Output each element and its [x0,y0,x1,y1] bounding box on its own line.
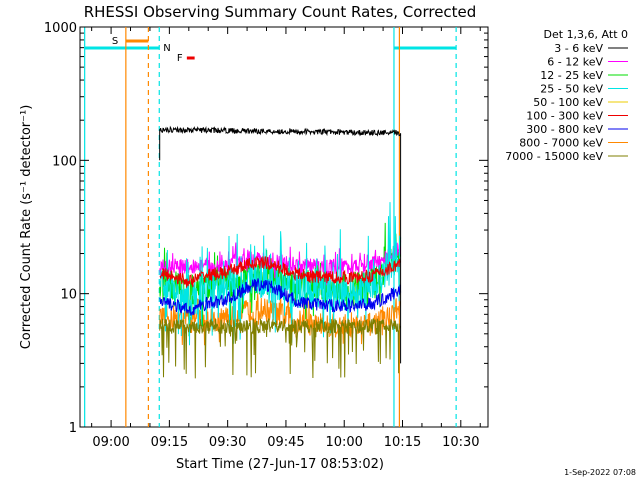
series-layer [159,125,402,379]
x-tick-label: 09:00 [92,435,129,450]
x-tick-label: 09:30 [209,435,246,450]
y-tick-label: 1000 [44,21,77,36]
series-line-3-6-keV [159,125,402,364]
legend-entry-label: 800 - 7000 keV [519,137,603,150]
saa-label: S [112,36,118,47]
legend-entry-label: 50 - 100 keV [533,96,603,109]
flare-label: F [177,53,183,64]
x-tick-label: 10:00 [325,435,362,450]
plot-frame [79,26,489,428]
y-axis-label: Corrected Count Rate (s⁻¹ detector⁻¹) [19,105,34,350]
legend-header: Det 1,3,6, Att 0 [544,28,628,41]
marker-layer: N S F [84,27,457,427]
night-label: N [163,43,170,54]
x-tick-label: 09:45 [267,435,304,450]
series-line-100-300-keV [159,256,402,288]
legend-entry-label: 6 - 12 keV [547,56,603,69]
legend-entry-label: 12 - 25 keV [540,69,603,82]
y-tick-label: 100 [52,154,77,169]
legend-entry-label: 25 - 50 keV [540,83,603,96]
chart-title: RHESSI Observing Summary Count Rates, Co… [84,3,477,21]
x-axis-label: Start Time (27-Jun-17 08:53:02) [176,457,384,472]
footer-date: 1-Sep-2022 07:08 [564,468,636,477]
series-line-7000-15000-keV [159,317,401,379]
x-tick-label: 10:15 [384,435,421,450]
y-tick-label: 1 [69,421,77,436]
legend-entry-label: 7000 - 15000 keV [505,150,603,163]
y-tick-label: 10 [60,288,77,303]
legend-entry-label: 300 - 800 keV [526,123,603,136]
axis-layer: 09:00 09:15 09:30 09:45 10:00 10:15 10:30 1 10 10… [44,21,488,450]
legend-entry-label: 100 - 300 keV [526,110,603,123]
legend-entry-label: 3 - 6 keV [554,42,603,55]
x-tick-label: 10:30 [442,435,479,450]
x-tick-label: 09:15 [151,435,188,450]
series-line-300-800-keV [159,278,402,316]
